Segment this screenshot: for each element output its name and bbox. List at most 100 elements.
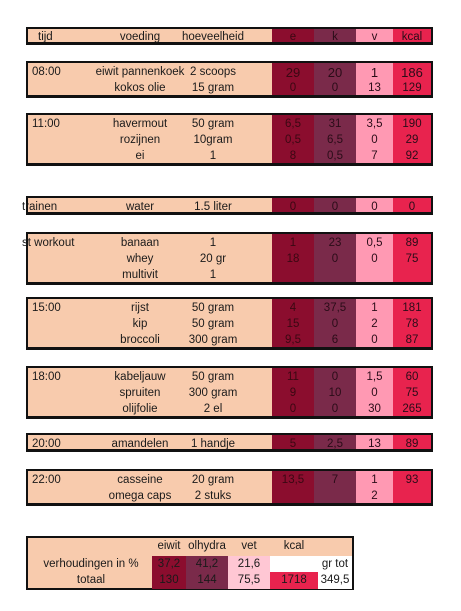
value-kcal: 75: [405, 253, 419, 265]
value-vet: 1: [370, 65, 379, 80]
kcal-column-bg: [393, 299, 431, 347]
value-vet: 30: [368, 403, 381, 415]
eiwit-column-bg: [272, 368, 314, 416]
summary-ratio-k: 41,2: [186, 556, 228, 573]
value-vet: 1,5: [366, 371, 383, 383]
value-eiwit: 5: [289, 438, 297, 450]
header-voeding: voeding: [119, 31, 161, 43]
food-name: amandelen: [111, 438, 169, 450]
eiwit-column-bg: [272, 63, 314, 95]
food-row: broccoli 300 gram 9,5 6 0 87: [28, 332, 430, 349]
food-name: banaan: [120, 237, 160, 249]
kcal-column-bg: [393, 435, 431, 449]
summary-ratio-extra: gr tot: [318, 556, 352, 573]
value-kh: 0: [331, 403, 339, 415]
eiwit-column-bg: [272, 299, 314, 347]
food-name: rijst: [131, 302, 149, 314]
food-quantity: 2 stuks: [194, 490, 232, 502]
eiwit-column-bg: [272, 198, 314, 212]
header-e: e: [289, 31, 297, 43]
value-vet: 2: [371, 318, 378, 330]
value-eiwit: 0: [289, 403, 297, 415]
food-name: rozijnen: [119, 134, 161, 146]
value-kcal: 78: [405, 318, 419, 330]
summary-total-kcal: 1718: [270, 572, 318, 589]
meal-time: 08:00: [32, 66, 61, 78]
value-kh: 6: [331, 334, 339, 346]
summary-header-eiwit: eiwit: [157, 540, 181, 552]
food-name: water: [125, 201, 155, 213]
kh-column-bg: [314, 234, 356, 282]
food-row: kip 50 gram 15 0 2 78: [28, 316, 430, 333]
value-vet: 0: [371, 253, 378, 265]
value-kh: 23: [328, 237, 342, 249]
value-eiwit: 9,5: [285, 334, 301, 346]
food-row: 18:00 kabeljauw 50 gram 11 0 1,5 60: [28, 369, 430, 386]
value-eiwit: 6,5: [285, 118, 301, 130]
value-eiwit: 29: [285, 65, 301, 80]
value-vet: 0,5: [366, 237, 383, 249]
meal-time: 18:00: [32, 371, 61, 383]
header-tijd: tijd: [38, 31, 53, 43]
summary-header-kcal: kcal: [283, 540, 305, 552]
value-kh: 0: [331, 201, 339, 213]
header-kcal: kcal: [401, 31, 423, 43]
food-quantity: 2 el: [203, 403, 223, 415]
value-vet: 0: [371, 201, 378, 213]
summary-header-vet: vet: [241, 540, 257, 552]
value-eiwit: 0: [289, 82, 297, 94]
value-eiwit: 9: [289, 387, 297, 399]
value-vet: 2: [371, 490, 378, 502]
vet-column-bg: [356, 63, 393, 95]
eiwit-column-bg: [272, 115, 314, 163]
kcal-column-bg: [393, 471, 431, 503]
kh-column-bg: [314, 29, 356, 42]
food-row: whey 20 gr 18 0 0 75: [28, 251, 430, 268]
value-kcal: 87: [405, 334, 419, 346]
food-name: kip: [132, 318, 148, 330]
food-quantity: 20 gr: [199, 253, 227, 265]
value-eiwit: 0: [289, 201, 297, 213]
value-eiwit: [272, 267, 314, 284]
food-row: 11:00 havermout 50 gram 6,5 31 3,5 190: [28, 116, 430, 133]
food-name: eiwit pannenkoek: [95, 66, 185, 78]
summary-ratio-e: 37,2: [152, 556, 186, 573]
food-quantity: 2 scoops: [189, 66, 237, 78]
summary-ratio-kcal: [270, 556, 318, 573]
meal-time: 11:00: [32, 118, 60, 130]
value-kh: 2,5: [327, 438, 343, 450]
kh-column-bg: [314, 471, 356, 503]
eiwit-column-bg: [272, 234, 314, 282]
vet-column-bg: [356, 368, 393, 416]
value-kh: 7: [331, 474, 339, 486]
food-quantity: 50 gram: [191, 302, 235, 314]
value-kh: 0,5: [327, 150, 343, 162]
food-row: trainen water 1.5 liter 0 0 0 0: [22, 199, 430, 216]
value-vet: 0: [371, 334, 378, 346]
food-row: ei 1 8 0,5 7 92: [28, 148, 430, 165]
food-quantity: 20 gram: [191, 474, 235, 486]
food-quantity: 1 handje: [190, 438, 236, 450]
food-name: spruiten: [119, 387, 161, 399]
summary-ratio-v: 21,6: [228, 556, 270, 573]
value-kh: 0: [331, 253, 339, 265]
summary-total-label: totaal: [76, 574, 106, 586]
value-vet: 7: [371, 150, 378, 162]
value-eiwit: 11: [287, 371, 299, 383]
summary-total-k: 144: [186, 572, 228, 589]
value-vet: 3,5: [366, 118, 383, 130]
food-name: casseine: [117, 474, 163, 486]
food-quantity: 1: [209, 269, 217, 281]
kcal-column-bg: [393, 29, 431, 42]
food-quantity: 1: [209, 150, 217, 162]
value-eiwit: 4: [289, 302, 297, 314]
meal-block: 11:00 havermout 50 gram 6,5 31 3,5 190 rozijnen…: [26, 113, 433, 166]
meal-block: 18:00 kabeljauw 50 gram 11 0 1,5 60 spruiten 30 0…: [26, 366, 433, 419]
kh-column-bg: [314, 435, 356, 449]
value-vet: 13: [368, 82, 381, 94]
value-kh: 10: [328, 387, 342, 399]
summary-total-v: 75,5: [228, 572, 270, 589]
value-kcal: 265: [402, 403, 422, 415]
kh-column-bg: [314, 63, 356, 95]
meal-time: 15:00: [32, 302, 61, 314]
